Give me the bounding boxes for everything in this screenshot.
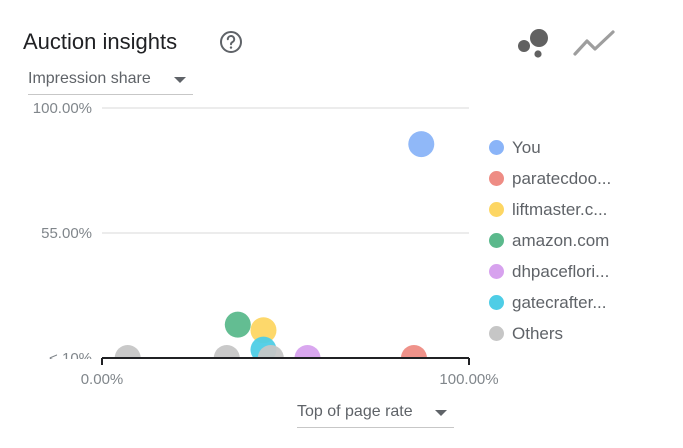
data-point xyxy=(250,317,277,344)
data-point xyxy=(224,311,251,338)
legend-swatch xyxy=(489,295,504,310)
legend-swatch xyxy=(489,233,504,248)
line-chart-icon[interactable] xyxy=(573,28,615,58)
y-tick-label: 100.00% xyxy=(33,100,92,117)
legend-swatch xyxy=(489,140,504,155)
legend-swatch xyxy=(489,202,504,217)
help-circle-icon[interactable] xyxy=(218,29,244,55)
y-metric-dropdown[interactable]: Impression share xyxy=(28,70,193,95)
data-point xyxy=(408,131,435,158)
legend-label: amazon.com xyxy=(512,231,610,250)
legend-swatch xyxy=(489,171,504,186)
y-metric-label: Impression share xyxy=(28,70,151,87)
legend-item[interactable]: paratecdoo... xyxy=(489,168,679,199)
chart-legend: You paratecdoo... liftmaster.c... amazon.co… xyxy=(489,137,679,354)
legend-item[interactable]: dhpaceflori... xyxy=(489,261,679,292)
legend-label: dhpaceflori... xyxy=(512,262,610,281)
legend-label: You xyxy=(512,138,541,157)
legend-item[interactable]: gatecrafter... xyxy=(489,292,679,323)
x-metric-label: Top of page rate xyxy=(297,403,413,420)
legend-swatch xyxy=(489,264,504,279)
x-metric-dropdown[interactable]: Top of page rate xyxy=(297,403,454,428)
caret-down-icon xyxy=(174,77,186,83)
bubble-chart-icon[interactable] xyxy=(515,26,551,60)
legend-label: gatecrafter... xyxy=(512,293,607,312)
x-tick-label: 0.00% xyxy=(81,371,124,388)
legend-label: liftmaster.c... xyxy=(512,200,608,219)
legend-item[interactable]: liftmaster.c... xyxy=(489,199,679,230)
caret-down-icon xyxy=(435,410,447,416)
legend-label: Others xyxy=(512,324,564,343)
legend-item[interactable]: amazon.com xyxy=(489,230,679,261)
legend-item[interactable]: You xyxy=(489,137,679,168)
y-tick-label: 55.00% xyxy=(41,225,92,242)
legend-item[interactable]: Others xyxy=(489,323,679,354)
legend-swatch xyxy=(489,326,504,341)
page-title: Auction insights xyxy=(23,29,178,54)
x-tick-label: 100.00% xyxy=(439,371,498,388)
legend-label: paratecdoo... xyxy=(512,169,612,188)
axis-mask xyxy=(0,359,683,399)
